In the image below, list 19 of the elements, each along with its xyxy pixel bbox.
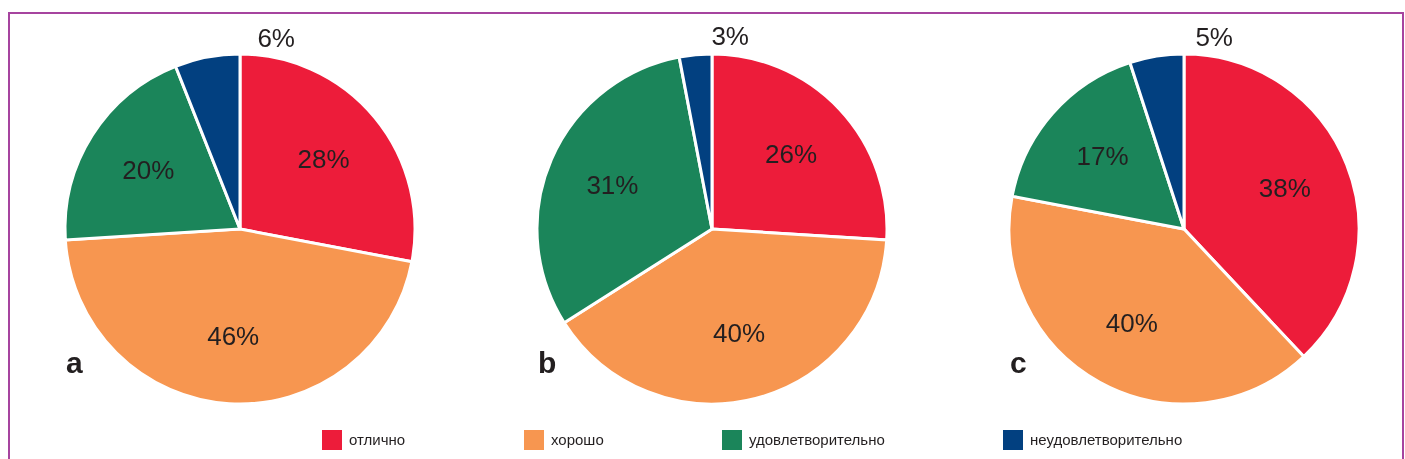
data-label: 6% bbox=[257, 23, 295, 54]
data-label: 28% bbox=[297, 143, 350, 174]
data-label: 46% bbox=[207, 321, 260, 352]
text: c bbox=[1010, 346, 1027, 379]
text: a bbox=[66, 346, 83, 379]
legend-label: неудовлетворительно bbox=[1030, 431, 1183, 448]
data-label: 26% bbox=[765, 138, 818, 169]
data-label: 3% bbox=[711, 20, 749, 51]
data-label: 20% bbox=[122, 154, 175, 185]
legend-label: удовлетворительно bbox=[749, 431, 885, 448]
data-label: 40% bbox=[712, 318, 766, 349]
data-label: 17% bbox=[1076, 141, 1129, 172]
legend-label: хорошо bbox=[551, 431, 604, 448]
legend-label: отлично bbox=[349, 431, 406, 448]
text: b bbox=[538, 346, 557, 379]
data-label: 40% bbox=[1105, 308, 1158, 339]
data-label: 5% bbox=[1195, 22, 1233, 53]
data-label: 38% bbox=[1258, 173, 1311, 204]
data-label: 31% bbox=[586, 169, 639, 200]
